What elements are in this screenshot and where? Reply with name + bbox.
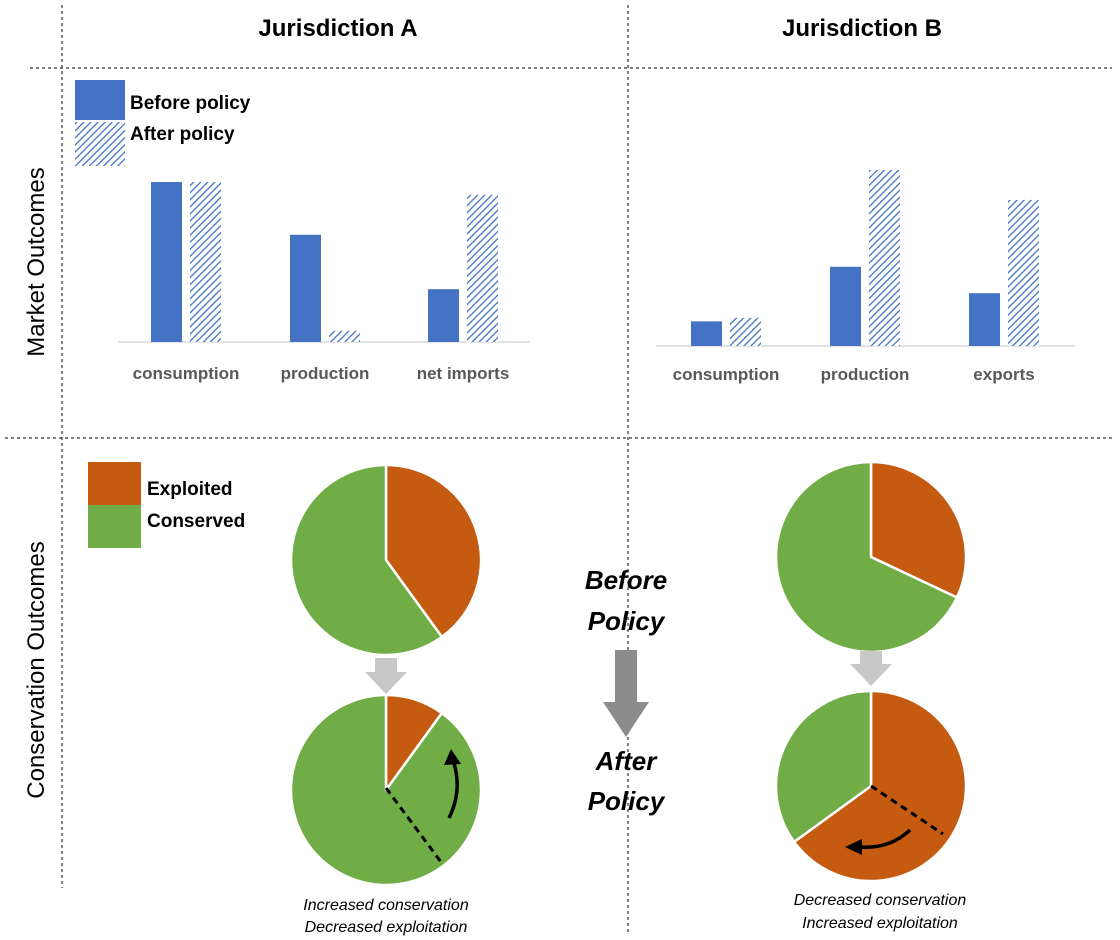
bar-production-after [329,330,360,342]
jurisdiction-a-before-boundary [384,787,443,863]
jurisdiction-b-header: Jurisdiction B [782,15,942,42]
legend-conserved-swatch [88,505,141,548]
jurisdiction-a-down-arrow [365,658,407,694]
jurisdiction-b-down-arrow [850,651,892,686]
legend-conserved-label: Conserved [147,511,245,532]
bar-production-before [290,234,321,342]
after-policy-line2: Policy [588,786,666,816]
bar-consumption-after [730,317,761,346]
legend-exploited-label: Exploited [147,479,233,500]
after-policy-line1: After [595,746,659,776]
bar-production-before [830,266,861,346]
legend-after-label: After policy [130,124,235,145]
jurisdiction-a-shift-arrowhead [444,749,461,765]
pie-b-before-conserved-slice [774,460,959,654]
jurisdiction-b-before-boundary [870,784,944,836]
bar-b-category-exports: exports [973,365,1034,384]
legend-after-swatch [75,122,125,166]
bar-b-category-production: production [821,365,910,384]
bar-net-imports-before [428,289,459,342]
pie-b-after-exploited-slice [792,689,968,883]
market-outcomes-label: Market Outcomes [23,167,50,356]
before-after-arrow [603,650,649,737]
before-policy-line2: Policy [588,606,666,636]
jurisdiction-a-caption-line1: Increased conservation [303,897,469,914]
jurisdiction-b-caption-line1: Decreased conservation [794,892,967,909]
pie-legend: Exploited Conserved [88,462,245,548]
before-policy-line1: Before [585,565,667,595]
pie-jurisdiction-b-after [774,689,968,883]
bar-net-imports-after [467,194,498,342]
pie-a-before-exploited-slice [384,463,483,639]
bar-consumption-before [691,321,722,346]
bar-a-category-production: production [281,364,370,383]
conservation-outcomes-label: Conservation Outcomes [23,541,50,798]
grid-lines [5,5,1112,935]
legend-before-swatch [75,80,125,120]
legend-before-label: Before policy [130,93,251,114]
bar-consumption-after [190,182,221,342]
bar-production-after [869,170,900,346]
bar-a-category-consumption: consumption [133,364,240,383]
bar-exports-before [969,293,1000,346]
bar-consumption-before [151,182,182,342]
bar-chart-jurisdiction-b [656,170,1075,347]
jurisdiction-b-shift-arrowhead [845,839,862,855]
jurisdiction-b-shift-arrow [859,828,912,849]
pie-jurisdiction-b-before [774,460,968,654]
bar-chart-jurisdiction-a [118,182,530,343]
bar-legend: Before policy After policy [75,80,251,166]
pie-a-before-conserved-slice [289,463,444,657]
jurisdiction-a-header: Jurisdiction A [258,15,417,42]
jurisdiction-a-shift-arrow [447,759,459,819]
pie-jurisdiction-a-before [289,463,483,657]
bar-a-category-net-imports: net imports [417,364,510,383]
legend-exploited-swatch [88,462,141,505]
jurisdiction-a-caption-line2: Decreased exploitation [305,919,468,936]
jurisdiction-b-caption-line2: Increased exploitation [802,915,958,932]
bar-exports-after [1008,199,1039,346]
pie-b-before-exploited-slice [869,460,968,599]
bar-b-category-consumption: consumption [673,365,780,384]
pie-b-after-conserved-slice [774,689,873,844]
